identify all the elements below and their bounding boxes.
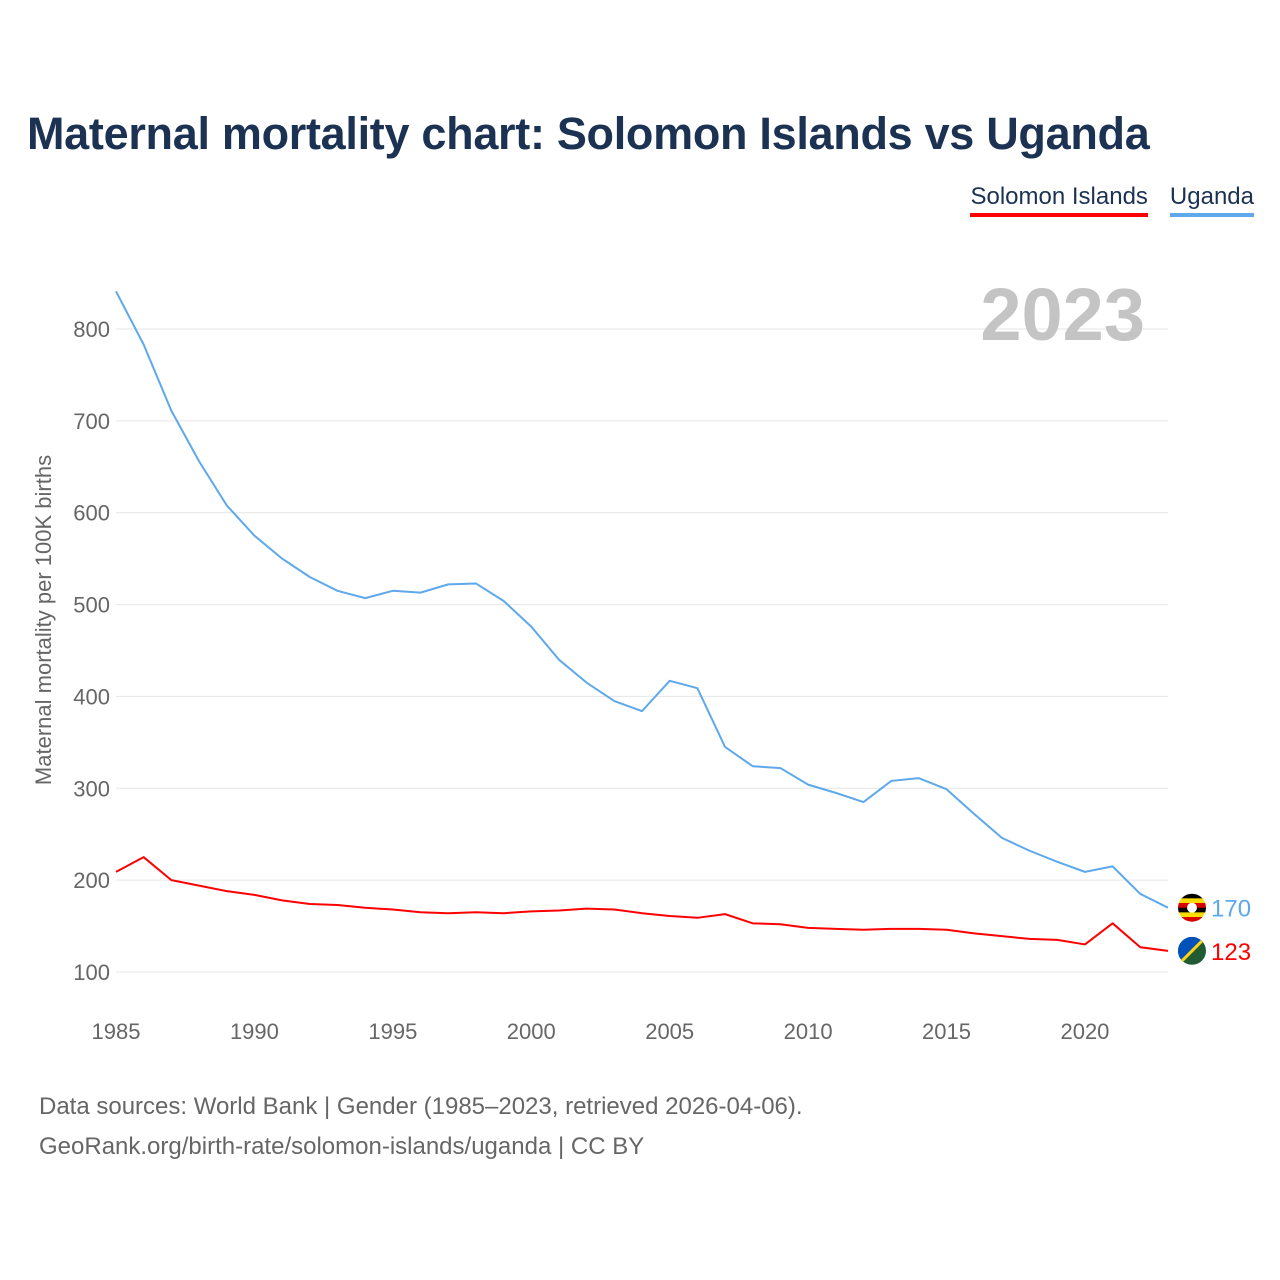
x-tick-label: 1985 [92,1019,141,1044]
x-tick-label: 2015 [922,1019,971,1044]
series-line-uganda [115,290,1169,909]
x-tick-label: 1995 [368,1019,417,1044]
end-value-label: 123 [1211,939,1251,966]
chart-title: Maternal mortality chart: Solomon Island… [27,108,1150,159]
footer-sources: Data sources: World Bank | Gender (1985–… [39,1093,803,1120]
x-tick-label: 2020 [1060,1019,1109,1044]
flag-stripe [1178,917,1206,922]
y-tick-label: 800 [73,317,110,342]
uganda-flag-icon [1178,893,1206,922]
flag-stripe [1178,898,1206,904]
footer: Data sources: World Bank | Gender (1985–… [39,1087,803,1167]
x-tick-label: 2010 [784,1019,833,1044]
legend-solomon-islands[interactable]: Solomon Islands [970,183,1148,217]
flag-emblem [1187,902,1197,913]
series-line-solomon-islands [115,856,1169,952]
y-axis-label: Maternal mortality per 100K births [31,455,56,785]
y-tick-label: 700 [73,409,110,434]
y-tick-label: 100 [73,960,110,985]
x-tick-label: 1990 [230,1019,279,1044]
legend-uganda[interactable]: Uganda [1169,183,1254,217]
end-value-label: 170 [1211,896,1251,923]
x-tick-label: 2005 [645,1019,694,1044]
y-tick-label: 600 [73,501,110,526]
solomon-islands-flag-icon [1178,936,1206,965]
footer-link[interactable]: GeoRank.org/birth-rate/solomon-islands/u… [39,1133,645,1160]
flag-stripe [1178,936,1206,965]
y-tick-label: 200 [73,868,110,893]
flag-stripe [1178,893,1206,899]
year-watermark: 2023 [980,273,1145,356]
y-tick-label: 400 [73,684,110,709]
y-tick-label: 500 [73,593,110,618]
y-tick-label: 300 [73,776,110,801]
legend: Solomon Islands Uganda [970,183,1254,217]
x-tick-label: 2000 [507,1019,556,1044]
flag-stripe [1178,912,1206,918]
